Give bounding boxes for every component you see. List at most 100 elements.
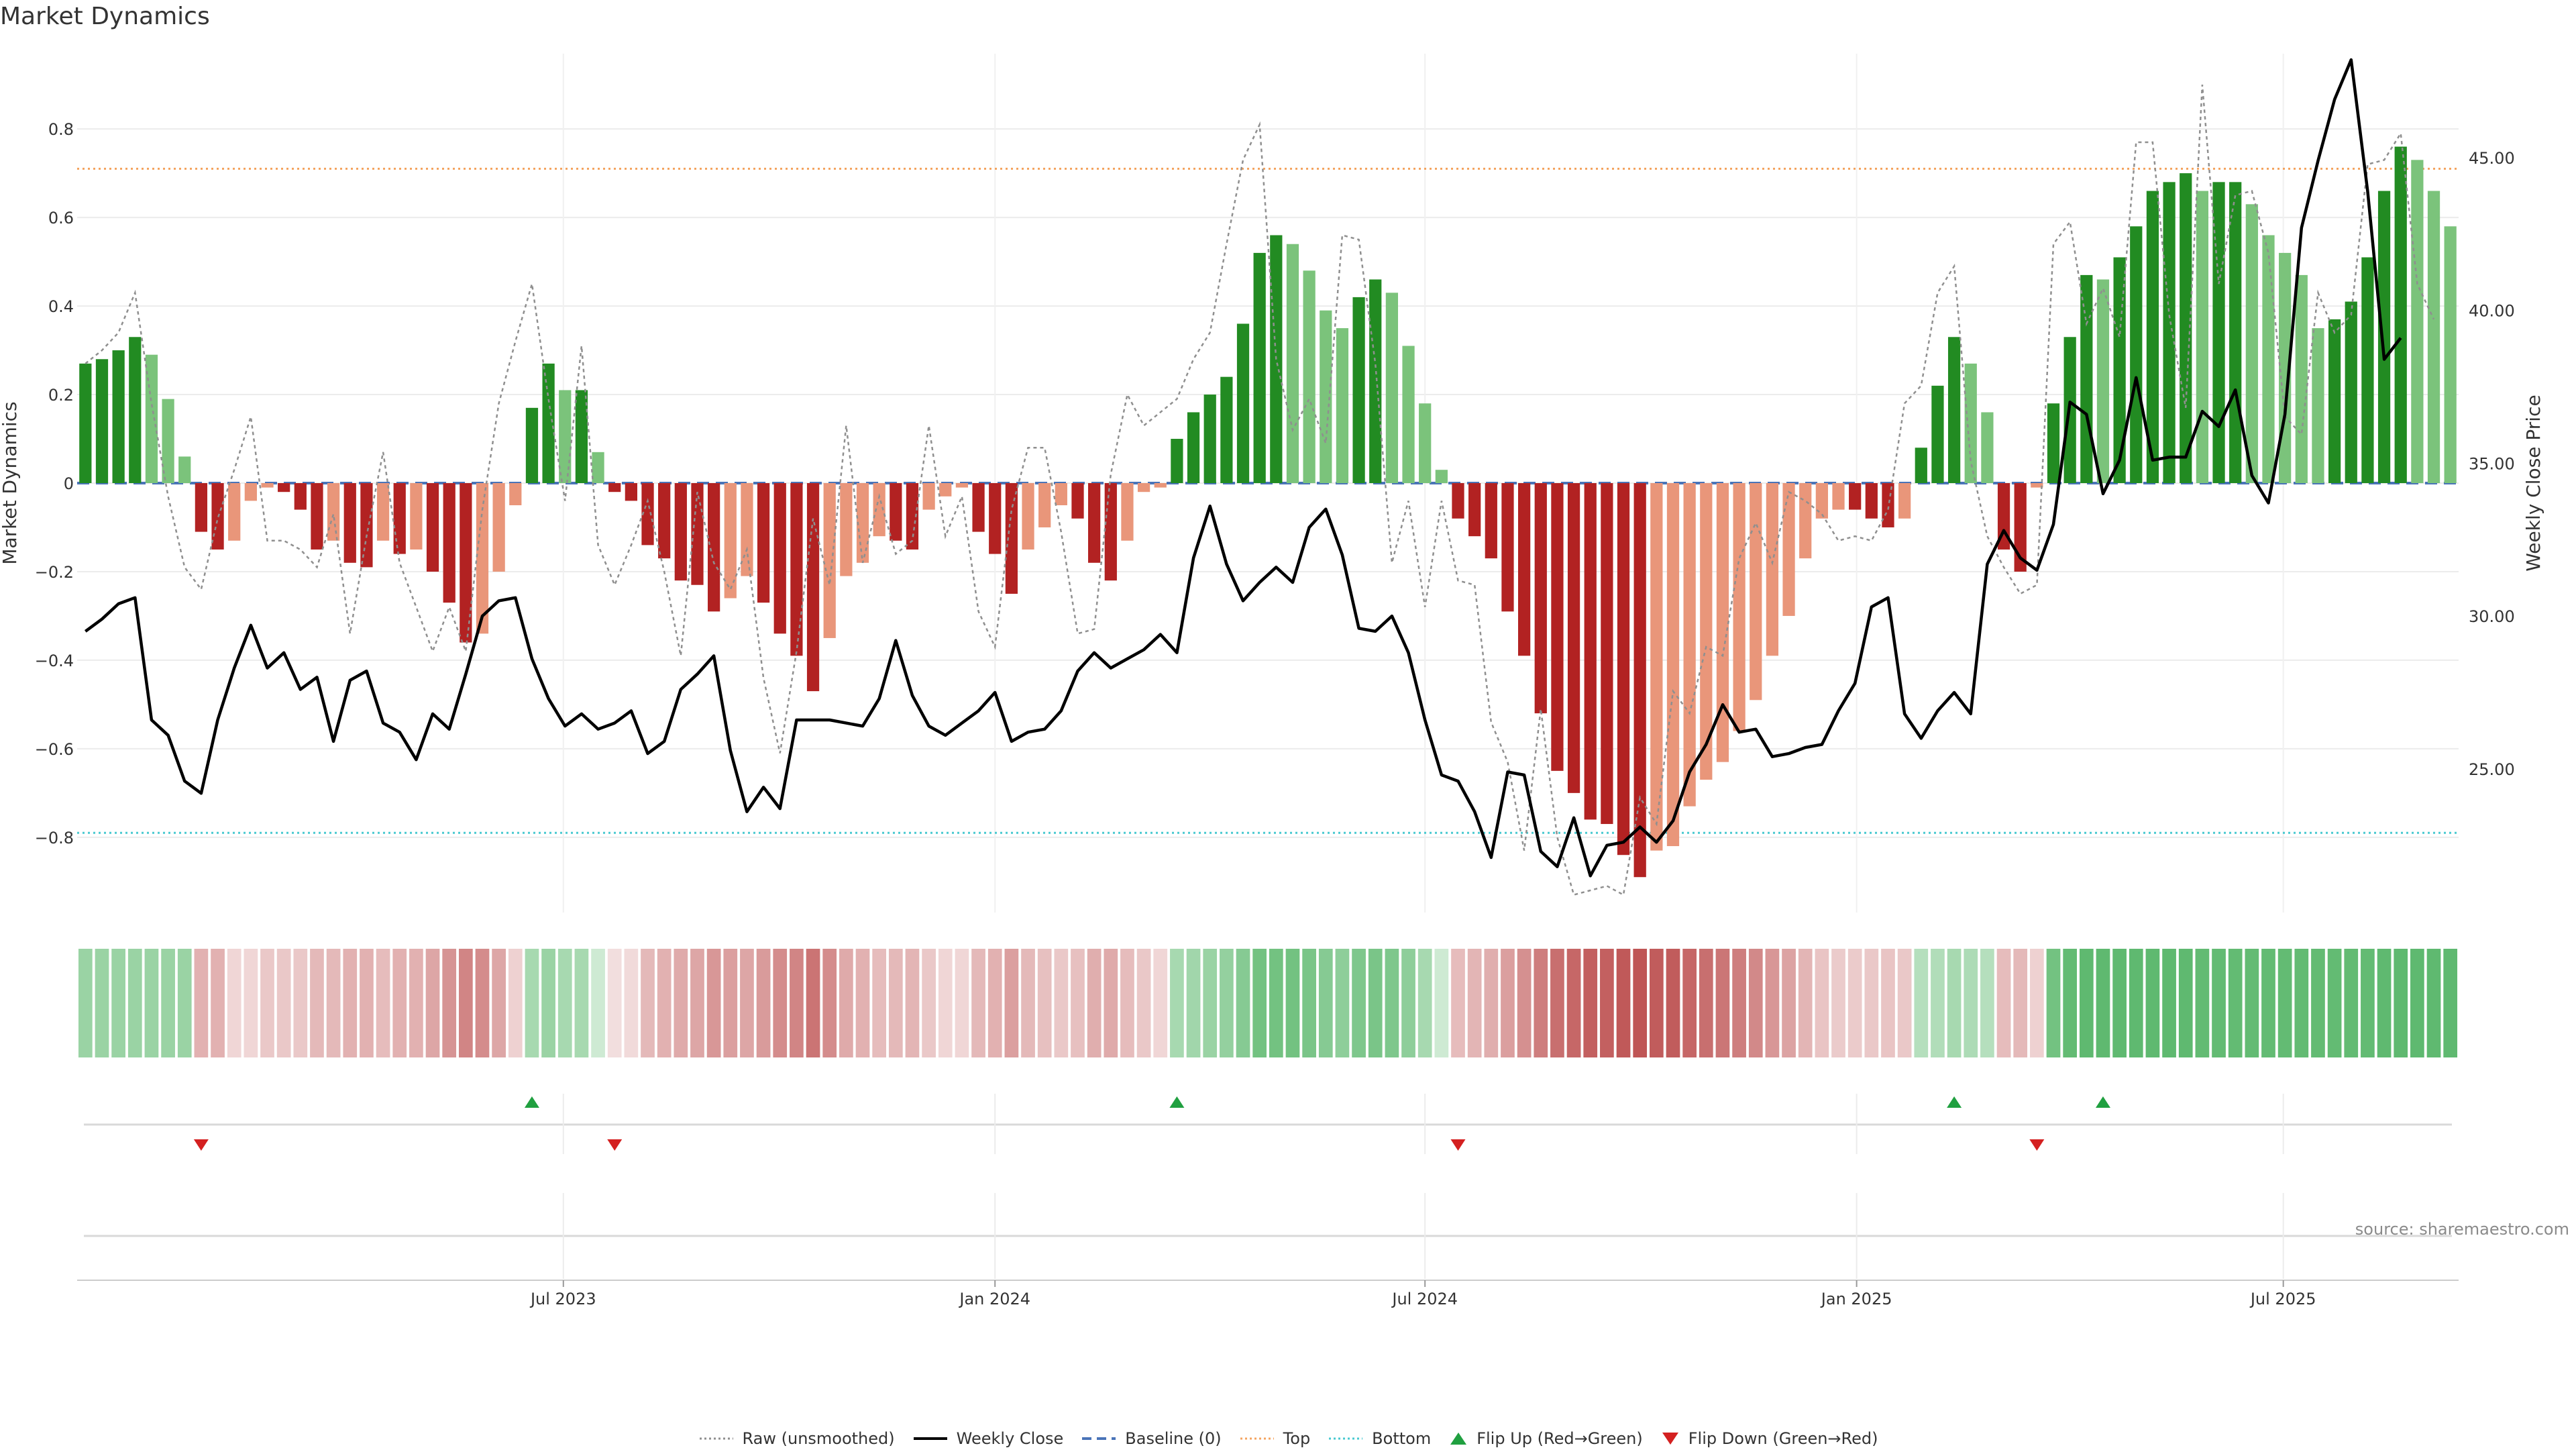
bar <box>1666 483 1680 847</box>
heat-cell <box>773 949 788 1057</box>
y2-tick-label: 25.00 <box>2469 760 2515 779</box>
heat-cell <box>574 949 589 1057</box>
heat-cell <box>657 949 672 1057</box>
bar <box>261 483 274 488</box>
legend-label-bottom: Bottom <box>1372 1429 1432 1448</box>
bar <box>294 483 307 510</box>
heat-cell <box>508 949 523 1057</box>
bar <box>1452 483 1464 519</box>
bar <box>1799 483 1812 559</box>
bar <box>2262 235 2275 483</box>
heat-cell <box>1467 949 1482 1057</box>
x-tick-label: Jan 2024 <box>958 1290 1030 1308</box>
heat-cell <box>1864 949 1879 1057</box>
bar <box>757 483 770 603</box>
bar <box>228 483 241 541</box>
heat-cell <box>1037 949 1052 1057</box>
bar <box>1038 483 1051 527</box>
bar <box>1534 483 1547 714</box>
heat-cell <box>905 949 920 1057</box>
bar <box>1931 385 1944 483</box>
heat-cell <box>1285 949 1300 1057</box>
flip-down-marker <box>193 1139 209 1151</box>
bar <box>2196 191 2209 483</box>
bar <box>1055 483 1067 505</box>
bar <box>178 456 191 483</box>
bar <box>2411 160 2424 483</box>
bar <box>608 483 621 492</box>
bar <box>1088 483 1101 563</box>
bar <box>376 483 390 541</box>
heat-cell <box>1699 949 1713 1057</box>
heat-cell <box>95 949 109 1057</box>
bar <box>1352 297 1365 483</box>
heat-cell <box>1566 949 1581 1057</box>
heat-cell <box>1600 949 1614 1057</box>
raw-line <box>85 85 2435 896</box>
y2-tick-label: 35.00 <box>2469 454 2515 473</box>
heat-cell <box>1385 949 1399 1057</box>
heat-cell <box>822 949 837 1057</box>
bar <box>1104 483 1117 581</box>
bar <box>939 483 952 497</box>
legend-item-top: Top <box>1239 1429 1310 1448</box>
y-tick-label: −0.4 <box>35 652 74 670</box>
heat-cell <box>1782 949 1796 1057</box>
legend-label-baseline: Baseline (0) <box>1125 1429 1222 1448</box>
heat-cell <box>144 949 159 1057</box>
y-tick-label: −0.6 <box>35 740 74 759</box>
flip-up-marker <box>1947 1096 1962 1108</box>
bar <box>343 483 356 563</box>
heat-cell <box>78 949 93 1057</box>
heat-cell <box>1980 949 1994 1057</box>
bar <box>823 483 836 638</box>
bar <box>1700 483 1713 780</box>
bar <box>724 483 737 599</box>
bar <box>525 407 539 483</box>
bar <box>2113 257 2126 483</box>
heat-cell <box>475 949 490 1057</box>
bar <box>410 483 423 550</box>
heat-cell <box>591 949 605 1057</box>
heat-cell <box>1748 949 1763 1057</box>
heat-cell <box>607 949 622 1057</box>
bar <box>476 483 489 634</box>
bar <box>890 483 902 541</box>
red-down-triangle-icon <box>1662 1433 1678 1445</box>
bar <box>2047 403 2060 483</box>
x-tick-label: Jul 2025 <box>2249 1290 2316 1308</box>
heat-cell <box>2261 949 2275 1057</box>
heat-cell <box>1831 949 1845 1057</box>
legend-item-raw: Raw (unsmoothed) <box>698 1429 895 1448</box>
heat-cell <box>2377 949 2392 1057</box>
heat-cell <box>706 949 721 1057</box>
bar <box>509 483 522 505</box>
bar <box>1882 483 1894 527</box>
lower-panel <box>84 1193 2452 1279</box>
heat-cell <box>2294 949 2309 1057</box>
bar <box>1617 483 1630 855</box>
bar <box>1071 483 1084 519</box>
bar <box>840 483 853 576</box>
heat-cell <box>1054 949 1069 1057</box>
heat-cell <box>260 949 274 1057</box>
bar <box>1137 483 1150 492</box>
bar <box>708 483 720 612</box>
x-tick-label: Jul 2024 <box>1391 1290 1458 1308</box>
bar <box>2146 191 2159 483</box>
heat-cell <box>111 949 125 1057</box>
heat-cell <box>690 949 704 1057</box>
bar <box>741 483 753 576</box>
heat-cell <box>1318 949 1333 1057</box>
legend-label-close: Weekly Close <box>956 1429 1064 1448</box>
y-tick-label: 0.6 <box>48 209 74 227</box>
heat-cell <box>1847 949 1862 1057</box>
heat-cell <box>1682 949 1697 1057</box>
y2-tick-label: 45.00 <box>2469 149 2515 168</box>
bar <box>1121 483 1134 541</box>
heat-cell <box>1368 949 1383 1057</box>
flip-markers-panel <box>84 1094 2452 1154</box>
y-tick-label: 0.2 <box>48 386 74 405</box>
bar <box>79 363 92 483</box>
heat-cell <box>1004 949 1019 1057</box>
